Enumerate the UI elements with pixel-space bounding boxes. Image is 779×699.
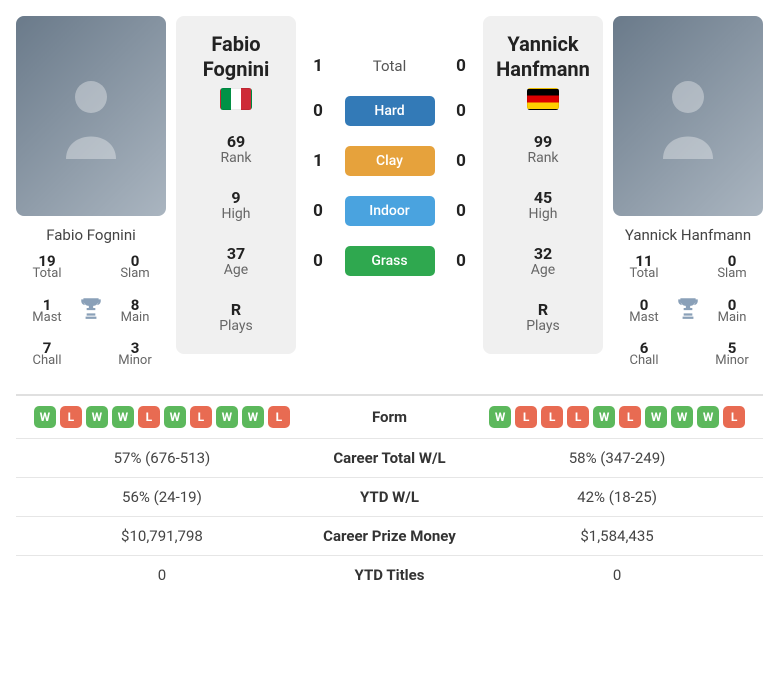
trophy-icon — [78, 295, 104, 325]
form-badge[interactable]: L — [190, 406, 212, 428]
h2h-p2-count: 0 — [449, 151, 473, 171]
form-badge[interactable]: L — [268, 406, 290, 428]
h2h-p2-count: 0 — [449, 251, 473, 271]
h2h-p1-count: 0 — [306, 101, 330, 121]
surface-label-total: Total — [345, 57, 435, 75]
table-row-career-prize: $10,791,798 Career Prize Money $1,584,43… — [16, 517, 763, 556]
table-row-ytd-wl: 56% (24-19) YTD W/L 42% (18-25) — [16, 478, 763, 517]
h2h-p2-count: 0 — [449, 56, 473, 76]
player1-photo[interactable] — [16, 16, 166, 216]
form-badge[interactable]: W — [645, 406, 667, 428]
h2h-p2-count: 0 — [449, 101, 473, 121]
h2h-p1-count: 0 — [306, 201, 330, 221]
player1-form: WLWWLWLWWL — [28, 406, 296, 428]
h2h-row-grass: 0 Grass 0 — [306, 246, 473, 276]
form-badge[interactable]: L — [541, 406, 563, 428]
player2-flag-icon — [527, 88, 559, 110]
player2-card: Yannick Hanfmann 11Total 0Slam 0Mast 0Ma… — [613, 16, 763, 368]
table-row-ytd-titles: 0 YTD Titles 0 — [16, 556, 763, 595]
player1-info-col: Fabio Fognini 69Rank 9High 37Age RPlays — [176, 16, 296, 354]
table-row-career-total: 57% (676-513) Career Total W/L 58% (347-… — [16, 439, 763, 478]
h2h-row-clay: 1 Clay 0 — [306, 146, 473, 176]
form-badge[interactable]: W — [593, 406, 615, 428]
form-badge[interactable]: W — [697, 406, 719, 428]
form-badge[interactable]: W — [86, 406, 108, 428]
form-badge[interactable]: L — [138, 406, 160, 428]
trophy-icon — [675, 295, 701, 325]
player1-name-under[interactable]: Fabio Fognini — [46, 226, 136, 244]
surface-pill-indoor[interactable]: Indoor — [345, 196, 435, 226]
form-badge[interactable]: W — [164, 406, 186, 428]
form-badge[interactable]: W — [216, 406, 238, 428]
player1-card: Fabio Fognini 19Total 0Slam 1Mast 8Main … — [16, 16, 166, 368]
player1-name-header[interactable]: Fabio Fognini — [184, 32, 288, 82]
form-badge[interactable]: L — [60, 406, 82, 428]
form-badge[interactable]: W — [34, 406, 56, 428]
surface-pill-grass[interactable]: Grass — [345, 246, 435, 276]
player2-name-header[interactable]: Yannick Hanfmann — [491, 32, 595, 82]
h2h-row-hard: 0 Hard 0 — [306, 96, 473, 126]
surface-pill-clay[interactable]: Clay — [345, 146, 435, 176]
player2-name-under[interactable]: Yannick Hanfmann — [625, 226, 751, 244]
form-badge[interactable]: L — [723, 406, 745, 428]
h2h-p1-count: 1 — [306, 151, 330, 171]
form-badge[interactable]: W — [489, 406, 511, 428]
stats-table: WLWWLWLWWL Form WLLLWLWWWL 57% (676-513)… — [16, 394, 763, 594]
player2-photo[interactable] — [613, 16, 763, 216]
h2h-column: 1 Total 0 0 Hard 0 1 Clay 0 0 Indoor 0 0 Grass 0 — [306, 16, 473, 276]
player2-form: WLLLWLWWWL — [483, 406, 751, 428]
h2h-p1-count: 0 — [306, 251, 330, 271]
form-badge[interactable]: W — [671, 406, 693, 428]
surface-pill-hard[interactable]: Hard — [345, 96, 435, 126]
person-placeholder-icon — [653, 71, 723, 161]
form-badge[interactable]: L — [515, 406, 537, 428]
h2h-p2-count: 0 — [449, 201, 473, 221]
h2h-row-total: 1 Total 0 — [306, 56, 473, 76]
form-badge[interactable]: W — [112, 406, 134, 428]
player1-flag-icon — [220, 88, 252, 110]
player2-info-col: Yannick Hanfmann 99Rank 45High 32Age RPl… — [483, 16, 603, 354]
form-badge[interactable]: L — [619, 406, 641, 428]
form-badge[interactable]: W — [242, 406, 264, 428]
person-placeholder-icon — [56, 71, 126, 161]
h2h-p1-count: 1 — [306, 56, 330, 76]
form-badge[interactable]: L — [567, 406, 589, 428]
table-row-form: WLWWLWLWWL Form WLLLWLWWWL — [16, 395, 763, 439]
h2h-row-indoor: 0 Indoor 0 — [306, 196, 473, 226]
